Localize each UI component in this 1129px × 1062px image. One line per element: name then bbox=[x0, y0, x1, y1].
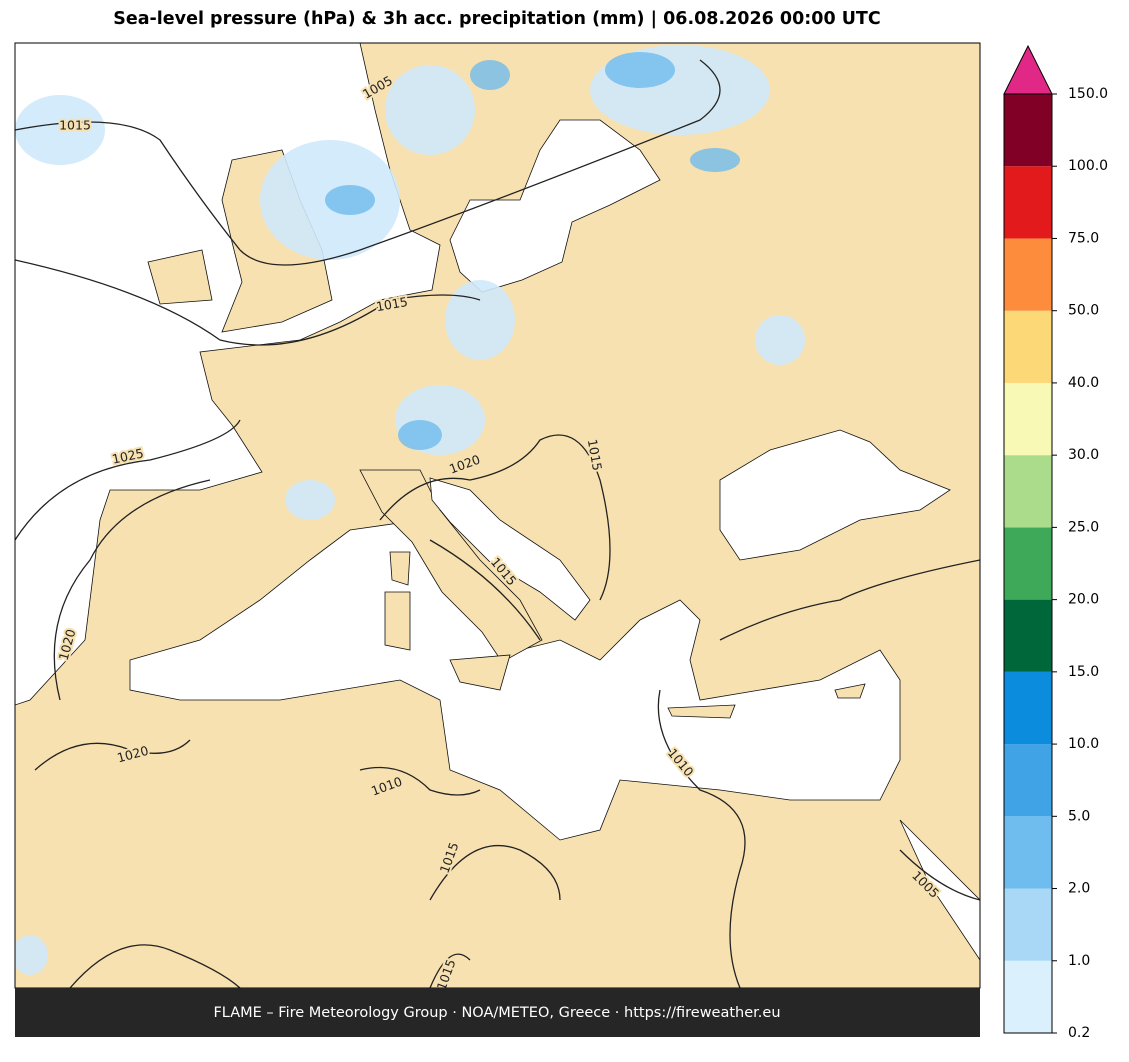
red-sea bbox=[899, 819, 980, 961]
sicily bbox=[449, 654, 511, 691]
colorbar-extend bbox=[1003, 44, 1053, 95]
cyprus bbox=[834, 683, 866, 699]
precipitation bbox=[15, 45, 805, 975]
adriatic bbox=[429, 477, 591, 621]
colorbar-segment bbox=[1004, 238, 1052, 311]
colorbar-tick-label: 150.0 bbox=[1068, 86, 1108, 102]
colorbar-segment bbox=[1004, 310, 1052, 383]
colorbar-tick-label: 75.0 bbox=[1068, 230, 1099, 246]
colorbar-tick-label: 10.0 bbox=[1068, 736, 1099, 752]
colorbar-tick-label: 100.0 bbox=[1068, 158, 1108, 174]
footer: FLAME – Fire Meteorology Group · NOA/MET… bbox=[213, 1005, 780, 1021]
title: Sea-level pressure (hPa) & 3h acc. preci… bbox=[113, 9, 880, 29]
colorbar-segment bbox=[1004, 382, 1052, 456]
corsica bbox=[389, 551, 411, 586]
colorbar-segment bbox=[1004, 166, 1052, 239]
contour-label: 1015 bbox=[59, 118, 91, 133]
colorbar-tick-label: 1.0 bbox=[1068, 953, 1090, 969]
isobars bbox=[15, 59, 980, 988]
colorbar-segment bbox=[1004, 527, 1052, 600]
colorbar-tick-label: 20.0 bbox=[1068, 592, 1099, 608]
colorbar-segment bbox=[1004, 744, 1052, 817]
colorbar-frame bbox=[1003, 93, 1053, 1034]
black-sea bbox=[719, 429, 951, 561]
crete bbox=[667, 704, 736, 719]
colorbar-segment bbox=[1004, 671, 1052, 745]
colorbar-segment bbox=[1004, 455, 1052, 528]
footer-bar bbox=[15, 988, 980, 1037]
colorbar-tick-label: 2.0 bbox=[1068, 881, 1090, 897]
colorbar-segment bbox=[1004, 94, 1052, 167]
sardinia bbox=[384, 591, 411, 651]
colorbar-tick-label: 15.0 bbox=[1068, 664, 1099, 680]
colorbar-tick-label: 25.0 bbox=[1068, 519, 1099, 535]
colorbar-tick-label: 40.0 bbox=[1068, 375, 1099, 391]
colorbar: 0.2 1.0 2.0 5.0 10.0 15.0 20.0 25.0 30.0 40.0 50.0… bbox=[1003, 44, 1108, 1041]
colorbar-tick-label: 50.0 bbox=[1068, 303, 1099, 319]
ireland bbox=[147, 249, 213, 305]
colorbar-segment bbox=[1004, 599, 1052, 672]
colorbar-tick-label: 0.2 bbox=[1068, 1025, 1090, 1041]
colorbar-segment bbox=[1004, 816, 1052, 889]
colorbar-tick-label: 5.0 bbox=[1068, 808, 1090, 824]
colorbar-tick-label: 30.0 bbox=[1068, 447, 1099, 463]
colorbar-segment bbox=[1004, 888, 1052, 961]
colorbar-segment bbox=[1004, 960, 1052, 1033]
